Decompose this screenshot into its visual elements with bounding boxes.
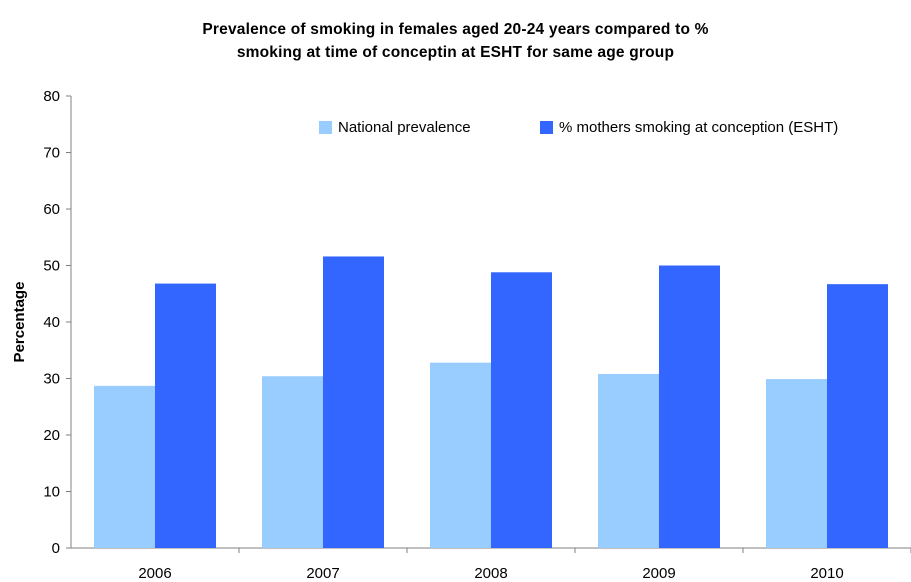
chart-title: Prevalence of smoking in females aged 20… (0, 18, 911, 64)
legend-label-1: % mothers smoking at conception (ESHT) (559, 119, 838, 136)
y-tick-label: 70 (43, 145, 60, 162)
y-tick-label: 40 (43, 314, 60, 331)
y-tick-label: 80 (43, 88, 60, 105)
bar-national-2008 (430, 362, 491, 548)
bar-esht-2010 (827, 284, 888, 548)
y-tick-label: 50 (43, 258, 60, 275)
y-tick-label: 0 (52, 540, 60, 557)
bar-esht-2009 (659, 265, 720, 548)
y-tick-label: 20 (43, 427, 60, 444)
bar-esht-2006 (155, 283, 216, 548)
y-tick-label: 10 (43, 484, 60, 501)
x-tick-label: 2006 (138, 565, 171, 582)
bar-national-2007 (262, 376, 323, 548)
bar-esht-2008 (491, 272, 552, 548)
x-tick-label: 2007 (306, 565, 339, 582)
y-tick-label: 60 (43, 201, 60, 218)
chart-title-line2: smoking at time of conceptin at ESHT for… (236, 44, 675, 61)
bar-national-2010 (766, 379, 827, 548)
y-axis-title: Percentage (11, 282, 28, 363)
bar-national-2009 (598, 373, 659, 548)
chart-title-line1: Prevalence of smoking in females aged 20… (202, 21, 709, 38)
x-tick-label: 2008 (474, 565, 507, 582)
legend-swatch-0 (319, 121, 332, 134)
x-tick-label: 2010 (810, 565, 843, 582)
legend-label-0: National prevalence (338, 119, 471, 136)
x-tick-label: 2009 (642, 565, 675, 582)
bar-national-2006 (94, 385, 155, 548)
bar-esht-2007 (323, 256, 384, 548)
y-tick-label: 30 (43, 371, 60, 388)
legend-swatch-1 (540, 121, 553, 134)
